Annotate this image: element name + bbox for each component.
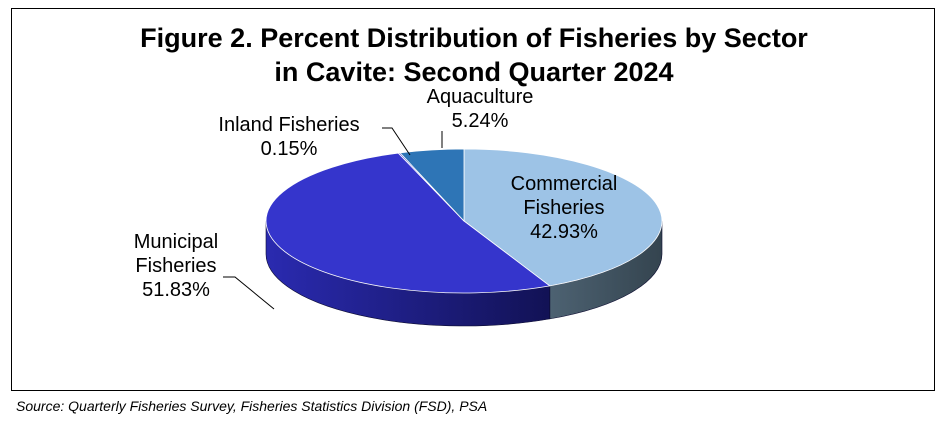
chart-title-line-1: Figure 2. Percent Distribution of Fisher… — [140, 23, 808, 53]
pie-slice-municipal — [265, 152, 551, 294]
chart-title: Figure 2. Percent Distribution of Fisher… — [12, 21, 936, 89]
slice-label-municipal-line-3: 51.83% — [142, 279, 210, 301]
slice-label-commercial-line-2: Fisheries — [523, 197, 604, 219]
slice-label-inland-line-2: 0.15% — [261, 138, 318, 160]
leader-line-inland — [382, 127, 411, 156]
pie-tops — [265, 148, 663, 294]
slice-label-municipal: Municipal Fisheries 51.83% — [134, 231, 218, 301]
source-note: Source: Quarterly Fisheries Survey, Fish… — [16, 398, 488, 414]
pie-slice-commercial — [463, 148, 663, 287]
slice-label-aquaculture-line-1: Aquaculture — [427, 86, 534, 108]
slice-label-municipal-line-1: Municipal — [134, 231, 218, 253]
slice-label-aquaculture: Aquaculture 5.24% — [427, 86, 534, 132]
slice-label-commercial: Commercial Fisheries 42.93% — [511, 173, 618, 243]
pie-chart: Commercial Fisheries 42.93%Municipal Fisher… — [134, 86, 663, 327]
leader-line-municipal — [223, 276, 275, 310]
slice-label-commercial-line-3: 42.93% — [530, 221, 598, 243]
leader-lines — [223, 127, 443, 310]
slice-label-municipal-line-2: Fisheries — [135, 255, 216, 277]
pie-slice-aquaculture — [399, 148, 465, 222]
slice-labels: Commercial Fisheries 42.93%Municipal Fisher… — [134, 86, 618, 301]
slice-label-aquaculture-line-2: 5.24% — [452, 110, 509, 132]
slice-label-commercial-line-1: Commercial — [511, 173, 618, 195]
chart-frame: Figure 2. Percent Distribution of Fisher… — [11, 8, 935, 391]
chart-title-line-2: in Cavite: Second Quarter 2024 — [274, 57, 674, 87]
slice-label-inland: Inland Fisheries 0.15% — [218, 114, 359, 160]
slice-label-inland-line-1: Inland Fisheries — [218, 114, 359, 136]
